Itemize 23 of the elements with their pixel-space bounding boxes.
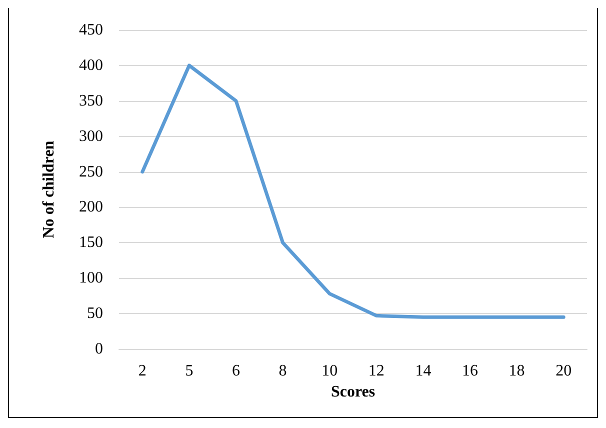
y-axis-title: No of children	[40, 140, 58, 238]
x-tick-label: 20	[556, 362, 572, 380]
x-tick-label: 2	[138, 362, 146, 380]
x-tick-label: 12	[368, 362, 384, 380]
y-tick-label: 300	[79, 128, 103, 145]
y-tick-label: 100	[79, 270, 103, 287]
y-tick-label: 150	[79, 234, 103, 252]
x-tick-label: 8	[278, 362, 287, 380]
x-tick-label: 5	[185, 362, 194, 380]
line-series	[140, 64, 566, 319]
x-tick-label: 6	[232, 362, 240, 380]
x-tick-label: 14	[415, 362, 432, 380]
y-tick-label: 450	[79, 22, 103, 38]
y-tick-label: 400	[79, 56, 103, 74]
y-tick-label: 250	[79, 163, 103, 180]
x-axis-title: Scores	[330, 383, 376, 400]
y-tick-label: 200	[79, 198, 103, 216]
y-tick-label: 350	[79, 92, 103, 110]
x-tick-label: 18	[508, 362, 525, 380]
x-tick-label: 16	[462, 362, 478, 380]
y-tick-label: 50	[87, 305, 103, 322]
x-tick-label: 10	[322, 362, 338, 380]
y-tick-label: 0	[95, 340, 103, 358]
